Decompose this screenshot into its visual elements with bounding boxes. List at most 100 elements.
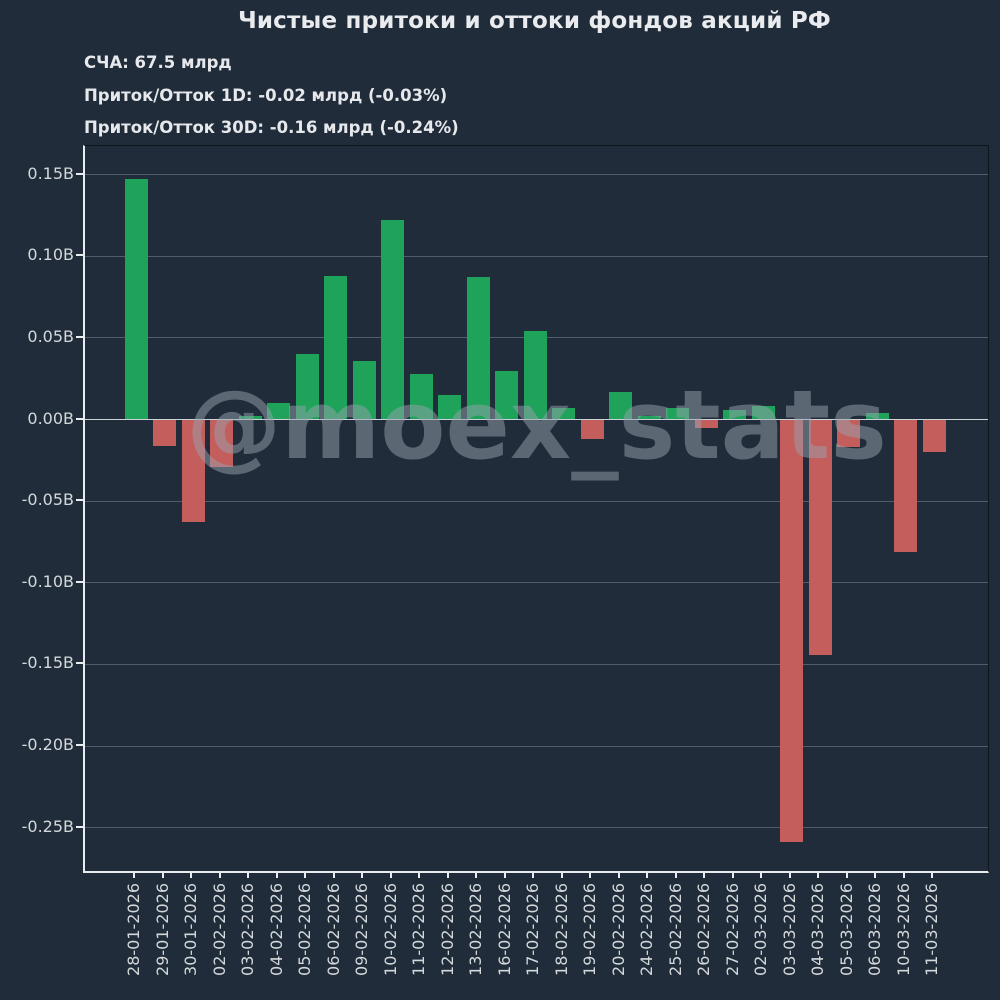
y-tick-mark — [76, 499, 83, 502]
y-tick-label: 0.15B — [27, 163, 74, 183]
x-tick-label-text: 03-02-2026 — [238, 883, 257, 976]
x-tick-mark — [617, 872, 620, 878]
x-tick-mark — [161, 872, 164, 878]
bar-17-02-2026 — [523, 331, 547, 420]
x-tick-label: 28-01-2026 — [124, 882, 143, 976]
x-tick-mark — [389, 872, 392, 878]
x-tick-label: 11-03-2026 — [922, 882, 941, 976]
bar-27-02-2026 — [723, 409, 746, 420]
x-tick-mark — [817, 872, 819, 878]
x-tick-mark — [874, 872, 876, 878]
bar-04-02-2026 — [267, 403, 290, 420]
gridline — [85, 174, 988, 176]
x-tick-label: 26-02-2026 — [694, 882, 713, 976]
x-tick-label-text: 28-01-2026 — [124, 883, 143, 976]
x-tick-mark — [532, 872, 534, 878]
chart-subtitle: СЧА: 67.5 млрд Приток/Отток 1D: -0.02 мл… — [84, 52, 459, 150]
y-tick-mark — [76, 825, 83, 828]
x-tick-mark — [418, 872, 420, 878]
x-tick-mark — [503, 872, 506, 878]
x-tick-label-text: 12-02-2026 — [437, 883, 457, 976]
x-tick-label: 24-02-2026 — [637, 882, 656, 976]
y-tick-mark — [76, 172, 83, 175]
plot-area: @moex_stats — [83, 145, 989, 873]
bar-25-02-2026 — [666, 408, 689, 420]
bar-10-02-2026 — [381, 220, 404, 420]
x-tick-label-text: 06-02-2026 — [323, 883, 343, 976]
x-tick-label-text: 11-03-2026 — [922, 883, 941, 976]
y-tick-mark — [76, 580, 83, 583]
bar-10-03-2026 — [894, 419, 917, 552]
bar-26-02-2026 — [694, 419, 718, 428]
bar-30-01-2026 — [181, 419, 205, 523]
x-tick-mark — [361, 872, 363, 878]
x-tick-mark — [275, 872, 278, 878]
x-tick-mark — [560, 872, 563, 878]
x-tick-label: 03-03-2026 — [780, 882, 799, 976]
x-tick-label-text: 25-02-2026 — [665, 883, 685, 976]
x-tick-label: 30-01-2026 — [181, 882, 200, 976]
bar-13-02-2026 — [466, 277, 490, 420]
bar-29-01-2026 — [153, 419, 176, 446]
x-tick-mark — [902, 872, 905, 878]
x-tick-label-text: 24-02-2026 — [637, 883, 656, 976]
gridline — [85, 663, 988, 665]
gridline — [85, 582, 988, 584]
x-tick-mark — [703, 872, 705, 878]
x-tick-mark — [133, 872, 135, 878]
x-tick-label-text: 30-01-2026 — [181, 883, 200, 976]
y-tick-label: 0.05B — [27, 326, 74, 346]
y-tick-mark — [76, 662, 83, 665]
bar-20-02-2026 — [609, 391, 632, 420]
x-tick-mark — [190, 872, 192, 878]
x-tick-mark — [845, 872, 848, 878]
x-tick-label-text: 06-03-2026 — [865, 883, 884, 976]
x-tick-label-text: 10-03-2026 — [893, 883, 913, 976]
x-tick-label: 13-02-2026 — [466, 882, 485, 976]
x-tick-label-text: 13-02-2026 — [466, 883, 485, 976]
y-tick-label: -0.05B — [21, 490, 74, 510]
x-tick-label: 02-03-2026 — [751, 882, 770, 976]
x-tick-label-text: 02-02-2026 — [209, 883, 229, 976]
x-tick-label: 05-03-2026 — [837, 882, 856, 976]
x-tick-label: 25-02-2026 — [666, 882, 685, 976]
x-tick-mark — [760, 872, 762, 878]
bar-12-02-2026 — [438, 395, 461, 420]
subtitle-flow-1d: Приток/Отток 1D: -0.02 млрд (-0.03%) — [84, 85, 448, 105]
x-tick-label: 06-02-2026 — [324, 882, 343, 976]
bar-28-01-2026 — [124, 179, 148, 420]
x-tick-label-text: 29-01-2026 — [152, 883, 172, 976]
x-tick-mark — [646, 872, 648, 878]
x-tick-label: 09-02-2026 — [352, 882, 371, 976]
x-tick-label: 10-02-2026 — [381, 882, 400, 976]
x-tick-label: 19-02-2026 — [580, 882, 599, 976]
bar-03-02-2026 — [238, 416, 262, 420]
y-tick-label: -0.10B — [21, 571, 74, 591]
x-tick-mark — [475, 872, 477, 878]
x-tick-label-text: 09-02-2026 — [352, 883, 371, 976]
x-tick-label-text: 26-02-2026 — [694, 883, 713, 976]
x-tick-label: 06-03-2026 — [865, 882, 884, 976]
x-tick-label: 12-02-2026 — [438, 882, 457, 976]
y-tick-label: 0.00B — [27, 408, 74, 428]
x-tick-mark — [304, 872, 306, 878]
x-tick-label: 16-02-2026 — [495, 882, 514, 976]
x-tick-label-text: 20-02-2026 — [608, 883, 628, 976]
bar-03-03-2026 — [780, 419, 803, 843]
x-tick-label-text: 04-03-2026 — [808, 883, 827, 976]
x-tick-label-text: 11-02-2026 — [409, 883, 428, 976]
y-tick-mark — [76, 744, 83, 747]
x-tick-label-text: 17-02-2026 — [523, 883, 542, 976]
gridline — [85, 500, 988, 502]
bar-16-02-2026 — [495, 370, 518, 420]
bar-24-02-2026 — [637, 416, 661, 420]
x-tick-label: 04-03-2026 — [808, 882, 827, 976]
x-tick-label-text: 19-02-2026 — [580, 883, 599, 976]
x-tick-label-text: 16-02-2026 — [494, 883, 514, 976]
gridline — [85, 827, 988, 829]
x-tick-label: 02-02-2026 — [210, 882, 229, 976]
x-tick-label-text: 27-02-2026 — [722, 883, 742, 976]
bar-02-03-2026 — [751, 406, 775, 420]
y-tick-label: -0.20B — [21, 735, 74, 755]
